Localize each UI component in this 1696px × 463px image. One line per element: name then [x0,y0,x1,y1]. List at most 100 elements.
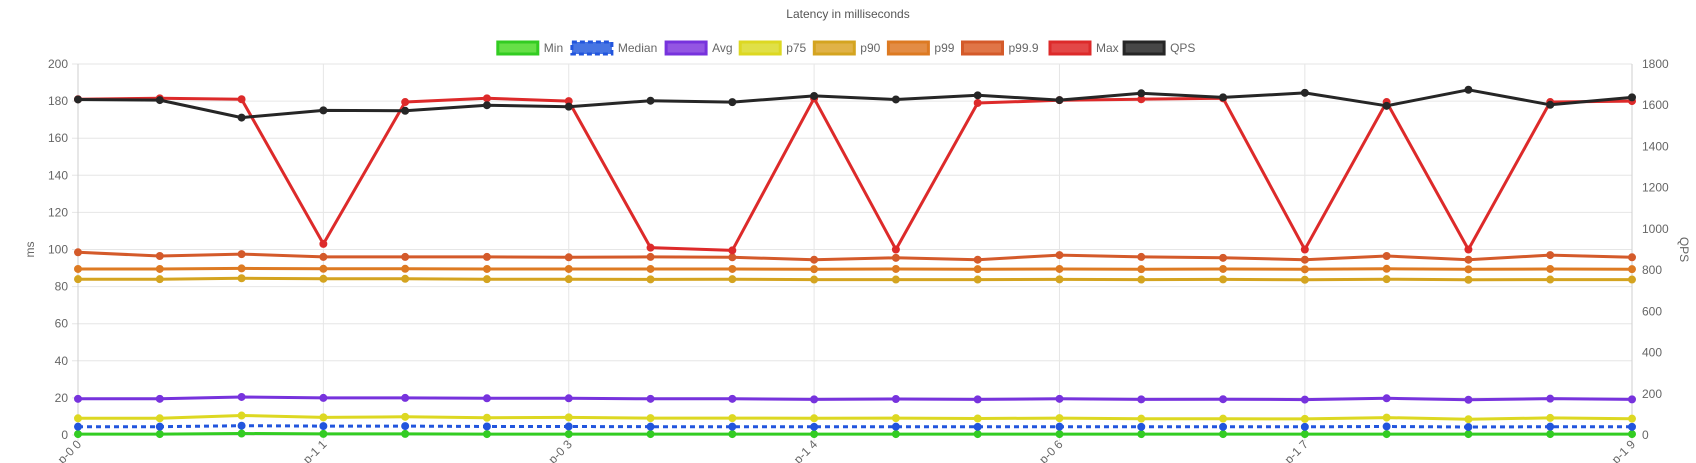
data-point-p99 [728,264,737,273]
data-point-median [728,422,737,431]
data-point-p90 [155,275,164,284]
data-point-p99-9 [1219,253,1228,262]
data-point-median [1464,423,1473,432]
data-point-p90 [646,275,655,284]
data-point-min [891,430,900,439]
data-point-p90 [74,275,82,284]
data-point-p99 [1382,264,1391,273]
data-point-p99 [1137,265,1146,274]
y-tick-label: 100 [48,243,68,257]
data-point-max [1464,245,1473,254]
data-point-p75 [1546,413,1555,422]
data-point-p99 [564,264,573,273]
data-point-min [237,429,246,438]
data-point-p99 [810,265,819,274]
data-point-qps [810,91,819,100]
data-point-p99-9 [1546,251,1555,260]
y2-tick-label: 1200 [1642,181,1669,195]
data-point-p99-9 [891,253,900,262]
data-point-p75 [564,413,573,422]
data-point-p99 [74,264,82,273]
data-point-p75 [319,413,328,422]
data-point-median [1546,422,1555,431]
data-point-p90 [1300,275,1309,284]
data-point-avg [646,394,655,403]
data-point-p99 [401,264,410,273]
series-line-qps [77,88,1633,120]
data-point-p99-9 [237,250,246,259]
data-point-p99-9 [1382,251,1391,260]
data-point-p75 [1300,414,1309,423]
data-point-qps [74,95,82,104]
data-point-qps [646,96,655,105]
x-tick-label: p-0 6 [1036,437,1065,463]
data-point-min [1464,430,1473,439]
series-line-min [78,432,1632,436]
data-point-qps [564,102,573,111]
data-point-min [1055,430,1064,439]
legend-swatch-qps [1122,40,1166,56]
data-point-median [810,422,819,431]
legend-label-p99-9: p99.9 [1009,41,1039,55]
data-point-p99-9 [1137,252,1146,261]
data-point-qps [728,98,737,107]
data-point-p99-9 [482,252,491,261]
legend-swatch-p99 [886,40,930,56]
y-tick-label: 60 [55,317,69,331]
data-point-max [237,95,246,104]
data-point-median [319,422,328,431]
legend-label-min: Min [544,41,563,55]
data-point-p99 [973,265,982,274]
data-point-max [482,94,491,103]
data-point-p90 [1382,275,1391,284]
y2-tick-label: 1600 [1642,98,1669,112]
data-point-avg [319,393,328,402]
data-point-avg [237,392,246,401]
data-point-p75 [973,414,982,423]
data-point-avg [1137,395,1146,404]
data-point-avg [891,395,900,404]
x-tick-label: p-0 3 [546,437,575,463]
data-point-min [401,429,410,438]
data-point-qps [1464,85,1473,94]
data-point-p90 [728,275,737,284]
y2-axis-title: QPS [1677,237,1691,262]
data-point-qps [401,106,410,115]
data-point-avg [74,394,82,403]
data-point-median [1055,422,1064,431]
y2-tick-label: 1000 [1642,222,1669,236]
data-point-min [1382,430,1391,439]
data-point-p90 [401,274,410,283]
data-point-p90 [1628,275,1636,284]
data-point-min [482,430,491,439]
data-point-qps [1137,89,1146,98]
legend: Min Median Avg p75 p90 p99 p99.9 Max QPS [496,40,1195,56]
data-point-max [891,245,900,254]
data-point-p99 [1055,264,1064,273]
data-point-p90 [810,275,819,284]
series [74,85,1636,439]
data-point-qps [319,106,328,115]
y-axis-title: ms [23,242,37,258]
data-point-p75 [237,411,246,420]
data-point-median [401,422,410,431]
y2-tick-label: 800 [1642,263,1662,277]
data-point-p75 [810,414,819,423]
y-tick-label: 20 [55,391,69,405]
data-point-median [1219,422,1228,431]
legend-swatch-median [570,40,614,56]
data-point-p75 [74,414,82,423]
data-point-p90 [973,275,982,284]
data-point-qps [155,96,164,105]
data-point-avg [973,395,982,404]
data-point-p99-9 [1464,255,1473,264]
data-point-qps [1628,93,1636,102]
legend-swatch-p99-9 [961,40,1004,56]
data-point-avg [1464,395,1473,404]
series-line-p90 [78,276,1632,282]
data-point-qps [237,113,246,122]
data-point-min [1219,430,1228,439]
data-point-avg [1300,395,1309,404]
x-tick-label: p-1 4 [791,437,820,463]
data-point-p75 [1382,413,1391,422]
